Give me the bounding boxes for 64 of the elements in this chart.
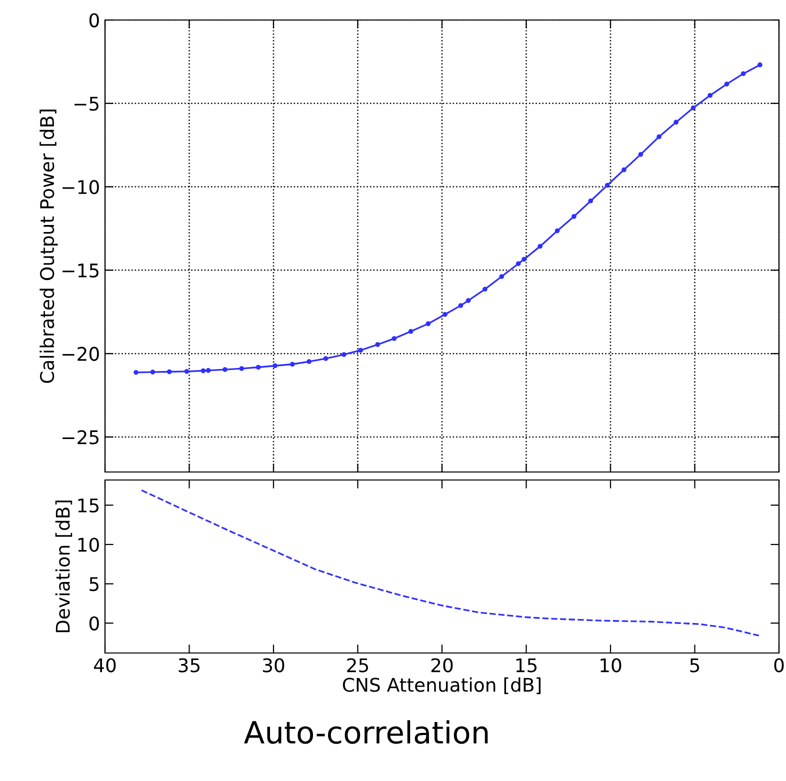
y-tick-label: 0 (89, 13, 99, 28)
x-tick-label: 20 (431, 658, 453, 672)
point (690, 105, 696, 110)
y-tick-label: 5 (90, 577, 98, 592)
point (239, 366, 244, 372)
point (724, 82, 730, 86)
point (538, 244, 542, 249)
point (206, 368, 211, 373)
point (306, 359, 312, 364)
point (622, 167, 626, 172)
point (342, 352, 346, 358)
point (222, 367, 228, 372)
point (150, 370, 156, 375)
point (272, 363, 278, 368)
point (708, 92, 713, 98)
point (426, 321, 431, 326)
point (604, 182, 610, 188)
point (554, 228, 560, 234)
x-tick-label: 5 (690, 658, 700, 672)
text: Auto-correlation (244, 720, 488, 744)
point (466, 298, 471, 303)
x-tick-label: 15 (516, 658, 537, 672)
point (290, 362, 295, 367)
point (638, 152, 644, 157)
point (392, 336, 397, 341)
point (482, 286, 488, 292)
point (358, 348, 364, 353)
point (674, 120, 678, 125)
point (572, 214, 576, 219)
point (442, 312, 448, 317)
point (134, 370, 138, 375)
x-tick-label: 35 (178, 658, 200, 672)
x-axis-title: CNS Attenuation [dB] (342, 677, 541, 694)
point (375, 342, 380, 348)
point (184, 368, 190, 374)
y-tick-label: 15 (78, 498, 98, 513)
y-tick-label: 10 (78, 538, 99, 552)
x-tick-label: 25 (347, 658, 368, 672)
y-axis-title: Calibrated Output Power [dB] (40, 110, 58, 383)
x-tick-label: 30 (263, 658, 284, 672)
x-tick-label: 40 (94, 658, 116, 672)
point (656, 134, 662, 140)
y-tick-label: −5 (74, 96, 98, 111)
y-tick-label: −20 (62, 346, 99, 361)
y-tick-label: −15 (62, 264, 98, 278)
point (166, 369, 172, 374)
y-axis-title: Deviation [dB] (55, 500, 72, 632)
x-tick-label: 0 (774, 658, 784, 672)
point (408, 328, 414, 334)
line-series (140, 489, 760, 636)
point (516, 261, 521, 266)
x-tick-label: 10 (600, 658, 622, 672)
y-tick-label: −25 (62, 430, 98, 444)
y-tick-label: −10 (62, 180, 99, 194)
point (588, 198, 594, 204)
point (200, 368, 206, 374)
point (758, 62, 762, 68)
point (740, 71, 746, 76)
point (499, 274, 504, 279)
point (522, 256, 526, 262)
point (458, 303, 464, 308)
point (256, 364, 261, 370)
y-tick-label: 0 (89, 616, 99, 631)
point (323, 356, 328, 362)
